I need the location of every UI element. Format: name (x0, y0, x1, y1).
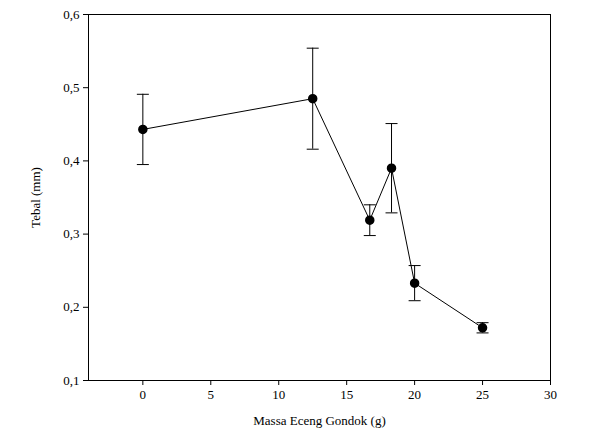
svg-text:30: 30 (544, 387, 557, 402)
svg-text:0,6: 0,6 (63, 7, 80, 22)
svg-text:0,5: 0,5 (63, 80, 79, 95)
svg-text:Tebal (mm): Tebal (mm) (28, 167, 43, 228)
svg-text:0,4: 0,4 (63, 153, 80, 168)
svg-text:0,3: 0,3 (63, 226, 79, 241)
svg-text:0,2: 0,2 (63, 299, 79, 314)
svg-text:15: 15 (340, 387, 353, 402)
svg-text:5: 5 (208, 387, 215, 402)
svg-text:10: 10 (272, 387, 285, 402)
svg-text:0: 0 (140, 387, 147, 402)
svg-text:25: 25 (476, 387, 489, 402)
svg-text:0,1: 0,1 (63, 373, 79, 388)
svg-text:Massa Eceng Gondok (g): Massa Eceng Gondok (g) (253, 413, 386, 428)
svg-text:20: 20 (408, 387, 421, 402)
